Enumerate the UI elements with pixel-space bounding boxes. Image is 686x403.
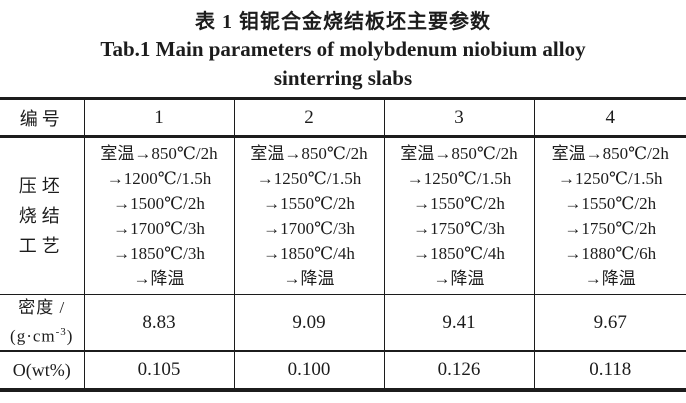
parameters-table: 编号 1 2 3 4 压坯 烧结 工艺 室温→850℃/2h →1200℃/1.… <box>0 97 686 392</box>
process-row: 压坯 烧结 工艺 室温→850℃/2h →1200℃/1.5h →1500℃/2… <box>0 136 686 295</box>
process-step: →1700℃/3h <box>263 219 355 238</box>
header-cell-4: 4 <box>533 98 686 138</box>
table-title-en-line2: sinterring slabs <box>273 66 413 90</box>
oxygen-value-2: 0.100 <box>233 351 384 390</box>
process-label-line: 工艺 <box>18 236 65 256</box>
process-step: →1850℃/3h <box>113 244 205 263</box>
header-cell-1: 1 <box>83 98 234 138</box>
process-step: 室温→850℃/2h <box>250 144 368 163</box>
process-step: →1880℃/6h <box>564 244 657 263</box>
process-step: →降温 <box>283 269 335 288</box>
process-step: 室温→850℃/2h <box>100 144 218 163</box>
process-step: →1500℃/2h <box>113 194 205 213</box>
process-step: →1550℃/2h <box>413 194 505 213</box>
process-step: →1750℃/2h <box>564 219 657 238</box>
process-label-line: 压坯 <box>18 176 65 196</box>
process-step: →降温 <box>133 269 185 288</box>
process-step: →降温 <box>584 269 636 288</box>
oxygen-value-3: 0.126 <box>383 351 534 390</box>
oxygen-row: O(wt%) 0.105 0.100 0.126 0.118 <box>0 351 686 390</box>
density-value-4: 9.67 <box>533 294 686 352</box>
header-row: 编号 1 2 3 4 <box>0 98 686 138</box>
process-step: →1250℃/1.5h <box>558 169 663 188</box>
process-cell-4: 室温→850℃/2h →1250℃/1.5h →1550℃/2h →1750℃/… <box>533 136 686 295</box>
density-label-line1: 密度 / <box>18 298 66 318</box>
oxygen-label-cell: O(wt%) <box>12 359 71 380</box>
process-step: →1550℃/2h <box>564 194 657 213</box>
process-step: 室温→850℃/2h <box>400 144 518 163</box>
process-cell-2: 室温→850℃/2h →1250℃/1.5h →1550℃/2h →1700℃/… <box>233 136 384 295</box>
table-title-zh: 表 1 钼铌合金烧结板坯主要参数 <box>195 11 491 33</box>
process-step: →1700℃/3h <box>113 219 205 238</box>
header-cell-3: 3 <box>383 98 534 138</box>
process-step: →1850℃/4h <box>263 244 355 263</box>
process-label-cell: 压坯 烧结 工艺 <box>0 136 84 295</box>
process-step: →1200℃/1.5h <box>106 169 212 188</box>
density-value-1: 8.83 <box>83 294 234 352</box>
density-value-3: 9.41 <box>383 294 534 352</box>
process-step: →1550℃/2h <box>263 194 355 213</box>
process-cell-1: 室温→850℃/2h →1200℃/1.5h →1500℃/2h →1700℃/… <box>83 136 234 295</box>
oxygen-value-4: 0.118 <box>533 351 686 390</box>
table-title-en-line1: Tab.1 Main parameters of molybdenum niob… <box>100 37 586 61</box>
process-step: →1850℃/4h <box>413 244 505 263</box>
process-step: →1250℃/1.5h <box>256 169 362 188</box>
process-step: →1250℃/1.5h <box>406 169 512 188</box>
process-step: →1750℃/3h <box>413 219 505 238</box>
density-value-2: 9.09 <box>233 294 384 352</box>
density-label-line2: (g·cm-3) <box>10 326 74 346</box>
table-caption: 表 1 钼铌合金烧结板坯主要参数 Tab.1 Main parameters o… <box>0 0 686 97</box>
header-cell-2: 2 <box>233 98 384 138</box>
process-step: 室温→850℃/2h <box>551 144 669 163</box>
process-label-line: 烧结 <box>18 206 65 226</box>
process-step: →降温 <box>433 269 485 288</box>
density-label-cell: 密度 / (g·cm-3) <box>0 294 84 352</box>
header-cell-id: 编号 <box>0 98 84 138</box>
process-cell-3: 室温→850℃/2h →1250℃/1.5h →1550℃/2h →1750℃/… <box>383 136 534 295</box>
oxygen-value-1: 0.105 <box>83 351 234 390</box>
density-row: 密度 / (g·cm-3) 8.83 9.09 9.41 9.67 <box>0 294 686 352</box>
